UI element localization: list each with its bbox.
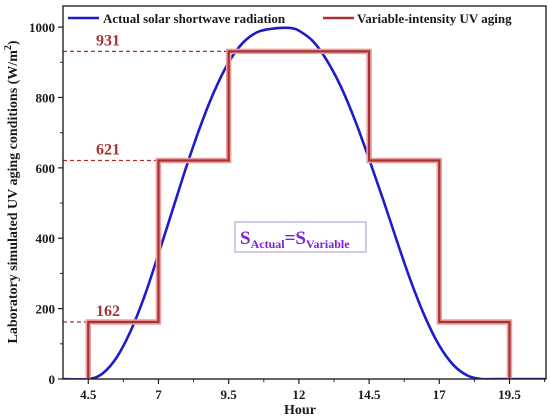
y-tick-label: 200 — [36, 302, 56, 317]
x-axis-title: Hour — [284, 403, 316, 418]
x-tick-label: 4.5 — [80, 387, 97, 402]
equation-sub-2: Variable — [306, 237, 350, 251]
y-tick-label: 800 — [36, 90, 56, 105]
legend-solar-label: Actual solar shortwave radiation — [103, 11, 286, 26]
series-layer — [63, 26, 546, 379]
x-tick-label: 17 — [433, 387, 447, 402]
uv-step-glow — [85, 48, 513, 379]
x-tick-label: 19.5 — [498, 387, 521, 402]
equation-sub-1: Actual — [251, 237, 286, 251]
x-tick-label: 7 — [155, 387, 162, 402]
reference-labels: 931 621 162 — [96, 32, 120, 320]
legend-uv-label: Variable-intensity UV aging — [357, 11, 512, 26]
x-axis: 4.5 7 9.5 12 14.5 17 19.5 — [80, 379, 546, 402]
equation-main-1: S — [240, 228, 251, 249]
equation-annotation: SActual=SVariable — [234, 221, 367, 253]
x-tick-label: 9.5 — [221, 387, 238, 402]
reference-lines — [63, 50, 229, 323]
uv-step-line — [87, 50, 511, 379]
y-axis: 0 200 400 600 800 1000 — [29, 20, 63, 387]
reference-value-label: 621 — [96, 141, 120, 158]
plot-frame — [62, 5, 547, 380]
y-tick-label: 400 — [36, 231, 56, 246]
y-axis-title: Laboratory simulated UV aging conditions… — [3, 40, 21, 343]
y-tick-label: 1000 — [29, 20, 55, 35]
x-tick-label: 14.5 — [358, 387, 381, 402]
solar-radiation-curve — [63, 26, 546, 379]
equation-equals: = — [285, 228, 296, 249]
y-tick-label: 0 — [49, 372, 56, 387]
equation-box — [234, 221, 367, 253]
reference-value-label: 162 — [96, 303, 120, 320]
equation-main-2: S — [295, 228, 306, 249]
reference-value-label: 931 — [96, 32, 120, 49]
x-tick-label: 12 — [292, 387, 305, 402]
equation-text: SActual=SVariable — [240, 228, 350, 251]
legend: Actual solar shortwave radiation Variable… — [68, 11, 512, 26]
y-tick-label: 600 — [36, 161, 56, 176]
